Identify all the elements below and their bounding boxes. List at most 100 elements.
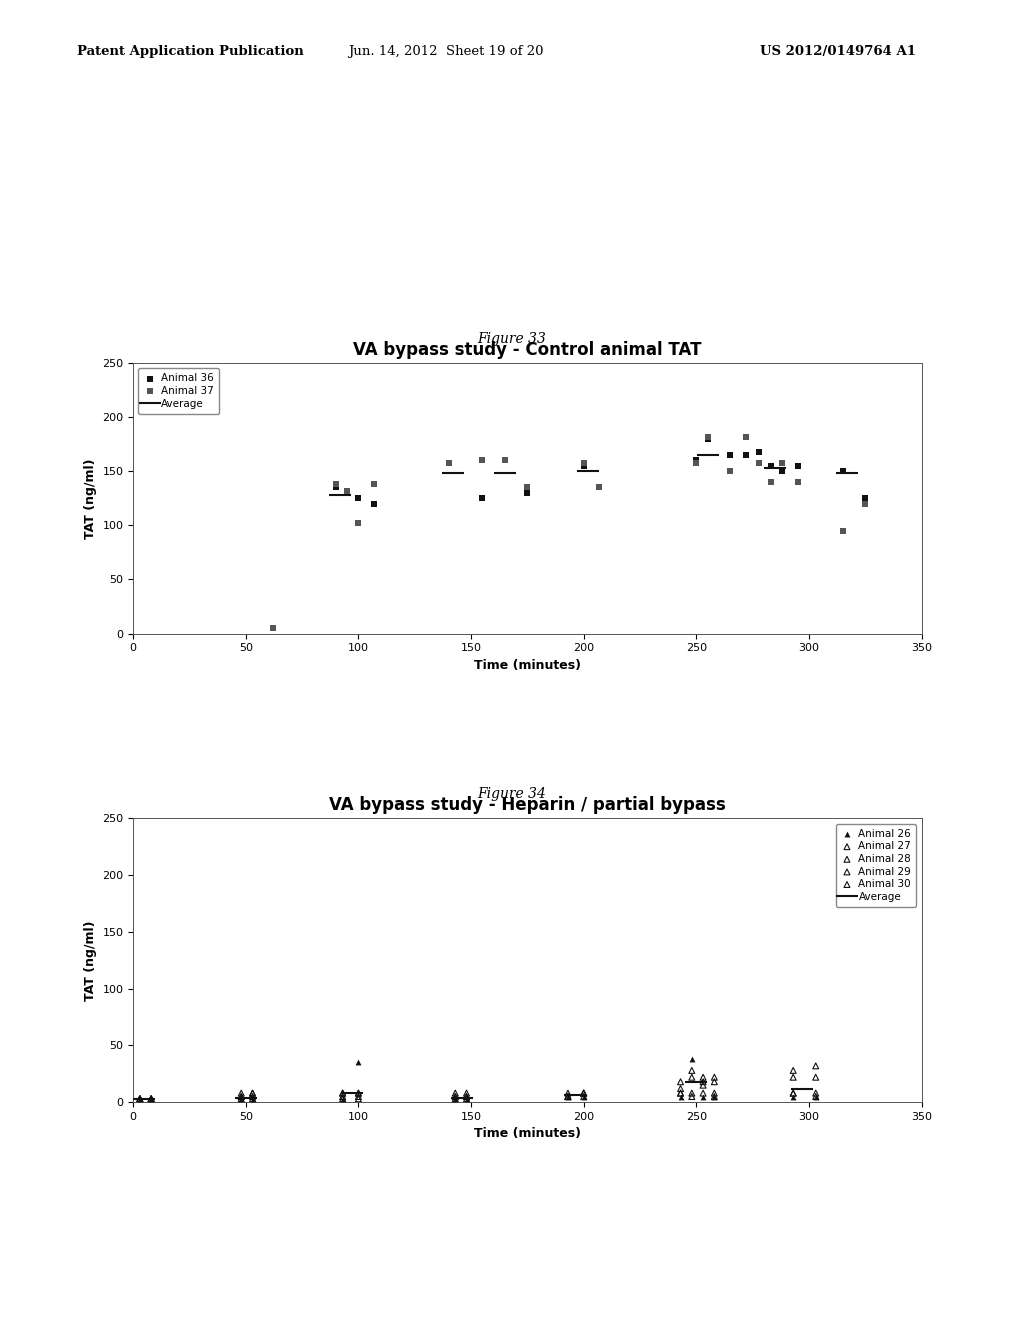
Animal 37: [737, 426, 754, 447]
Animal 36: [752, 441, 768, 462]
Title: VA bypass study - Heparin / partial bypass: VA bypass study - Heparin / partial bypa…: [329, 796, 726, 814]
Animal 37: [474, 450, 490, 471]
Animal 28: [335, 1082, 351, 1104]
Animal 27: [673, 1078, 689, 1100]
Average: [690, 1074, 702, 1090]
Animal 36: [350, 487, 367, 508]
Animal 36: [774, 461, 791, 482]
X-axis label: Time (minutes): Time (minutes): [474, 1127, 581, 1140]
Animal 28: [575, 1082, 592, 1104]
Animal 29: [695, 1067, 712, 1088]
Line: Average: Average: [133, 1071, 813, 1110]
Average: [568, 1088, 581, 1104]
Animal 37: [688, 451, 705, 473]
Animal 30: [245, 1086, 261, 1107]
Animal 36: [328, 477, 344, 498]
Animal 37: [591, 477, 607, 498]
Animal 28: [808, 1055, 824, 1076]
Animal 30: [143, 1088, 160, 1109]
Text: Figure 34: Figure 34: [477, 787, 547, 801]
Animal 36: [722, 445, 738, 466]
Animal 36: [763, 455, 779, 477]
Average: [240, 1090, 252, 1106]
Average: [334, 487, 346, 503]
Animal 37: [497, 450, 513, 471]
Average: [841, 466, 853, 482]
Animal 37: [752, 451, 768, 473]
Animal 26: [143, 1088, 160, 1109]
Animal 37: [575, 451, 592, 473]
Animal 26: [575, 1086, 592, 1107]
Animal 27: [575, 1086, 592, 1107]
Animal 37: [440, 451, 457, 473]
Animal 29: [143, 1088, 160, 1109]
Line: Average: Average: [330, 444, 858, 506]
Animal 29: [233, 1082, 250, 1104]
Animal 36: [366, 494, 382, 515]
Animal 37: [699, 426, 716, 447]
Animal 36: [688, 450, 705, 471]
Average: [796, 1081, 808, 1097]
Animal 37: [722, 461, 738, 482]
Animal 26: [707, 1086, 723, 1107]
Animal 28: [560, 1086, 577, 1107]
Animal 36: [835, 461, 851, 482]
Animal 30: [350, 1086, 367, 1107]
Animal 28: [695, 1072, 712, 1093]
Animal 29: [447, 1082, 464, 1104]
Animal 30: [808, 1067, 824, 1088]
Animal 36: [519, 482, 536, 503]
Animal 27: [447, 1088, 464, 1109]
Animal 26: [233, 1088, 250, 1109]
Animal 27: [350, 1088, 367, 1109]
Animal 28: [447, 1086, 464, 1107]
Average: [499, 466, 511, 482]
Animal 30: [707, 1082, 723, 1104]
Animal 36: [264, 618, 281, 639]
Animal 36: [591, 477, 607, 498]
Animal 30: [575, 1082, 592, 1104]
Animal 29: [132, 1088, 148, 1109]
Average: [138, 1090, 151, 1106]
Legend: Animal 36, Animal 37, Average: Animal 36, Animal 37, Average: [138, 368, 219, 414]
Animal 30: [233, 1086, 250, 1107]
Text: Figure 33: Figure 33: [477, 331, 547, 346]
Animal 37: [350, 512, 367, 533]
Animal 30: [459, 1086, 475, 1107]
Animal 27: [785, 1060, 802, 1081]
Animal 28: [785, 1082, 802, 1104]
Animal 37: [328, 474, 344, 495]
Animal 27: [684, 1086, 700, 1107]
Y-axis label: TAT (ng/ml): TAT (ng/ml): [84, 458, 96, 539]
Animal 27: [459, 1088, 475, 1109]
Animal 26: [132, 1088, 148, 1109]
Animal 36: [857, 487, 873, 508]
Text: Jun. 14, 2012  Sheet 19 of 20: Jun. 14, 2012 Sheet 19 of 20: [348, 45, 543, 58]
Animal 26: [695, 1086, 712, 1107]
Animal 37: [519, 477, 536, 498]
Animal 37: [774, 451, 791, 473]
Animal 36: [699, 428, 716, 449]
Animal 28: [245, 1082, 261, 1104]
Average: [345, 1085, 357, 1101]
Animal 28: [233, 1086, 250, 1107]
Average: [582, 463, 594, 479]
Animal 29: [245, 1082, 261, 1104]
Animal 29: [785, 1067, 802, 1088]
Animal 27: [808, 1086, 824, 1107]
Title: VA bypass study - Control animal TAT: VA bypass study - Control animal TAT: [353, 341, 701, 359]
Animal 29: [560, 1082, 577, 1104]
Animal 29: [575, 1082, 592, 1104]
Animal 36: [790, 455, 806, 477]
Animal 37: [835, 520, 851, 541]
Animal 29: [350, 1082, 367, 1104]
Animal 26: [673, 1086, 689, 1107]
Animal 36: [575, 455, 592, 477]
Text: Patent Application Publication: Patent Application Publication: [77, 45, 303, 58]
Animal 28: [143, 1088, 160, 1109]
Animal 29: [808, 1082, 824, 1104]
Animal 26: [560, 1086, 577, 1107]
Animal 30: [684, 1082, 700, 1104]
Animal 28: [132, 1088, 148, 1109]
X-axis label: Time (minutes): Time (minutes): [474, 659, 581, 672]
